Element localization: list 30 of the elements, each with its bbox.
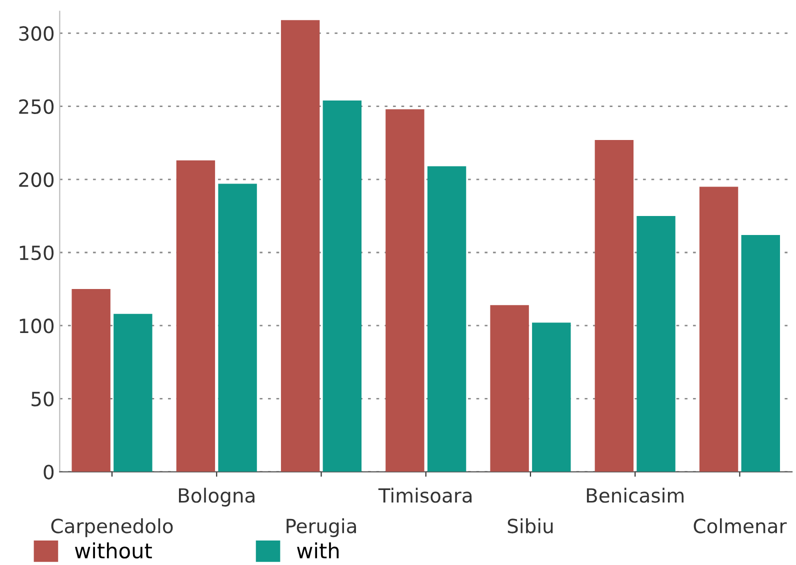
bar <box>427 166 466 472</box>
bar <box>636 216 676 472</box>
y-tick-label: 300 <box>19 26 54 41</box>
y-tick-label: 150 <box>20 245 54 260</box>
bar <box>532 322 571 472</box>
x-tick-label: Bologna <box>178 488 254 507</box>
bar <box>741 234 780 472</box>
bar <box>218 184 257 472</box>
bar <box>176 160 216 472</box>
y-tick-label: 250 <box>19 99 54 114</box>
bar <box>490 305 529 472</box>
x-tick-label: Colmenar <box>694 518 787 534</box>
bar <box>72 289 110 472</box>
x-tick-label: Timisoara <box>378 488 472 503</box>
bar <box>322 100 362 472</box>
x-tick-label: Carpenedolo <box>51 518 173 538</box>
bar <box>386 109 424 472</box>
x-tick-label: Benicasim <box>586 488 684 503</box>
y-tick-label: 50 <box>32 392 54 406</box>
legend-label: without <box>74 542 152 559</box>
bar <box>594 140 634 472</box>
bar <box>114 314 152 472</box>
bar <box>280 20 320 472</box>
x-tick-label: Perugia <box>286 518 356 538</box>
y-tick-label: 0 <box>44 464 54 480</box>
y-tick-label: 200 <box>19 172 54 188</box>
y-tick-label: 100 <box>20 318 54 334</box>
legend-label: with <box>297 542 339 558</box>
x-tick-label: Sibiu <box>508 518 553 534</box>
bar <box>699 186 738 472</box>
